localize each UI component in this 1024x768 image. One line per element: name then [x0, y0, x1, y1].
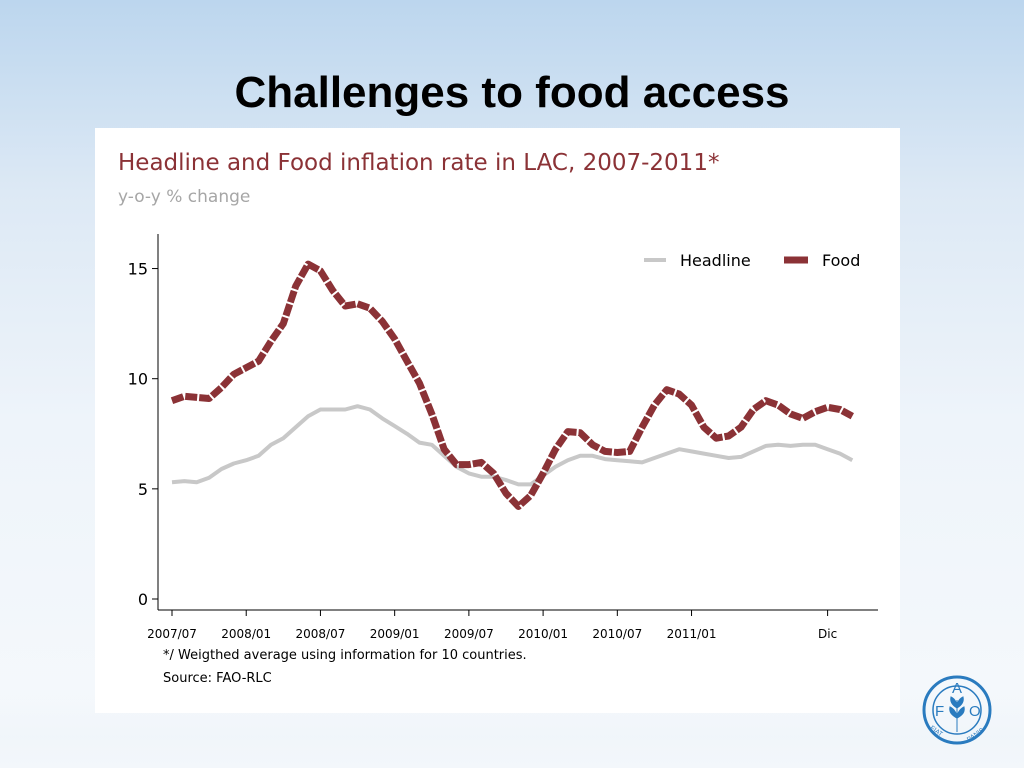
- legend-label-food: Food: [822, 251, 860, 270]
- food-series-line: [170, 260, 854, 510]
- legend-swatch-headline: [644, 258, 666, 262]
- slide-title: Challenges to food access: [234, 68, 790, 117]
- chart-ticks: 0 5 10 15 2007/07 2008/01 2008/07 2009/01 2009/0…: [128, 260, 838, 641]
- x-tick-label: 2010/07: [592, 627, 642, 641]
- logo-letter-f: F: [935, 703, 944, 720]
- chart-axes: [157, 234, 878, 611]
- x-tick-label: 2008/01: [221, 627, 271, 641]
- x-tick-label: 2008/07: [296, 627, 346, 641]
- y-tick-label: 0: [138, 590, 148, 609]
- x-tick-label: Dic: [818, 627, 837, 641]
- y-tick-label: 15: [128, 260, 148, 279]
- source-note: Source: FAO-RLC: [163, 671, 272, 686]
- chart-title: Headline and Food inflation rate in LAC,…: [118, 150, 720, 176]
- logo-letter-a: A: [952, 680, 962, 697]
- legend-swatch-food: [784, 256, 808, 264]
- y-tick-label: 10: [128, 370, 148, 389]
- legend-label-headline: Headline: [680, 251, 751, 270]
- x-tick-label: 2009/01: [370, 627, 420, 641]
- y-tick-label: 5: [138, 480, 148, 499]
- logo-letter-o: O: [969, 703, 981, 720]
- chart-series: [170, 260, 854, 510]
- chart-panel: [95, 128, 900, 713]
- x-tick-label: 2011/01: [667, 627, 717, 641]
- x-tick-label: 2010/01: [518, 627, 568, 641]
- footnote: */ Weigthed average using information fo…: [163, 648, 527, 663]
- chart-legend: Headline Food: [644, 251, 860, 270]
- x-tick-label: 2007/07: [147, 627, 197, 641]
- fao-logo-icon: F A O FIAT PANIS: [922, 675, 992, 745]
- x-tick-label: 2009/07: [444, 627, 494, 641]
- chart-subtitle: y-o-y % change: [118, 187, 251, 207]
- headline-series-line: [171, 404, 854, 487]
